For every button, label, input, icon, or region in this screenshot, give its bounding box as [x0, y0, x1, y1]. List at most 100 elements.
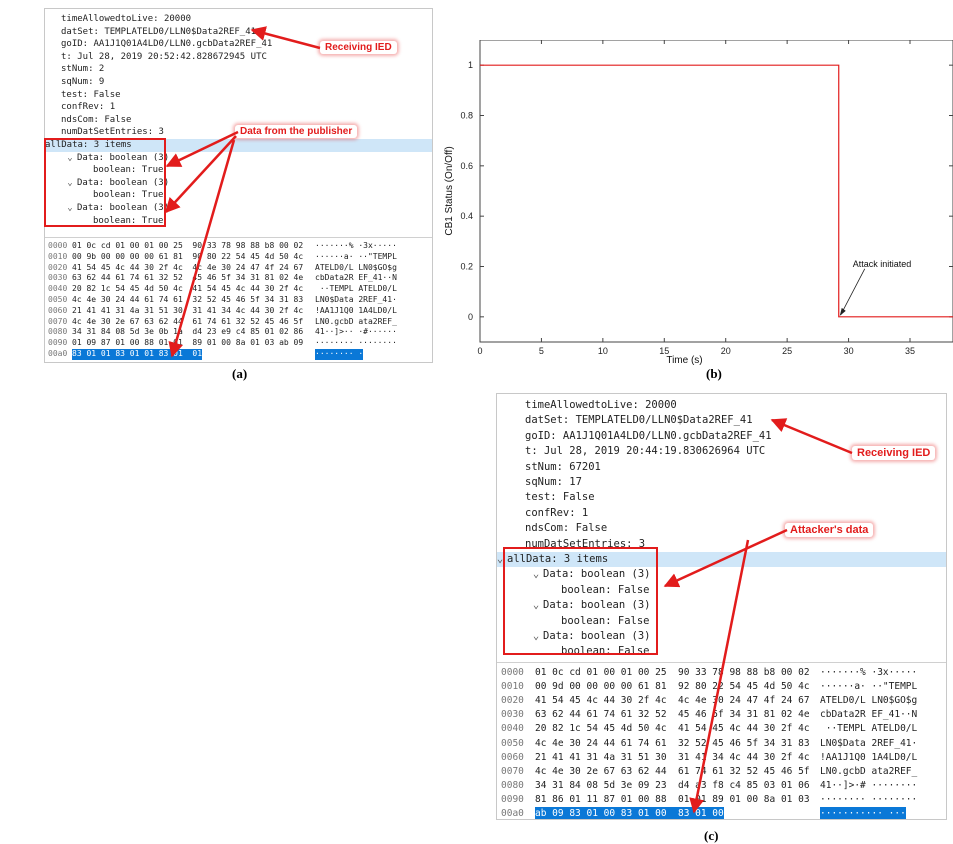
hex-row[interactable]: 0020 41 54 45 4c 44 30 2f 4c 4c 4e 30 24 …	[45, 263, 432, 274]
hex-ascii[interactable]: ········ ·	[315, 349, 364, 360]
hex-bytes[interactable]: 83 01 01 83 01 01 83 01 01	[72, 349, 203, 360]
tree-field[interactable]: stNum: 2	[45, 63, 432, 76]
hex-row[interactable]: 0050 4c 4e 30 24 44 61 74 61 32 52 45 46 …	[45, 295, 432, 306]
tree-node[interactable]: ⌄ Data: boolean (3)	[45, 202, 432, 215]
hex-bytes[interactable]: 34 31 84 08 5d 3e 09 23 d4 a3 f8 c4 85 0…	[535, 779, 810, 791]
tree-field[interactable]: boolean: True	[45, 164, 432, 177]
hex-row[interactable]: 0070 4c 4e 30 2e 67 63 62 44 61 74 61 32 …	[497, 765, 946, 779]
hex-ascii[interactable]: ······a· ··"TEMPL	[315, 251, 397, 261]
hex-row[interactable]: 00a0 ab 09 83 01 00 83 01 00 83 01 00 ····…	[497, 807, 946, 819]
hex-row[interactable]: 0060 21 41 41 31 4a 31 51 30 31 41 34 4c …	[45, 306, 432, 317]
hex-bytes[interactable]: 21 41 41 31 4a 31 51 30 31 41 34 4c 44 3…	[72, 305, 304, 315]
hex-ascii[interactable]: ······a· ··"TEMPL	[820, 681, 918, 693]
hex-row[interactable]: 0000 01 0c cd 01 00 01 00 25 90 33 78 98 …	[45, 241, 432, 252]
tree-field[interactable]: ndsCom: False	[497, 521, 946, 536]
hex-bytes[interactable]: 20 82 1c 54 45 4d 50 4c 41 54 45 4c 44 3…	[535, 723, 810, 735]
hex-bytes[interactable]: 00 9b 00 00 00 00 61 81 90 80 22 54 45 4…	[72, 251, 304, 261]
hex-bytes[interactable]: 81 86 01 11 87 01 00 88 01 01 89 01 00 8…	[535, 793, 810, 805]
tree-node[interactable]: ⌄ Data: boolean (3)	[45, 152, 432, 165]
hex-row[interactable]: 00a0 83 01 01 83 01 01 83 01 01 ········ ·	[45, 349, 432, 360]
hex-ascii[interactable]: ·······% ·3x·····	[315, 241, 397, 250]
hex-ascii[interactable]: LN0.gcbD ata2REF_	[820, 765, 918, 777]
hex-bytes[interactable]: 4c 4e 30 24 44 61 74 61 32 52 45 46 5f 3…	[72, 295, 304, 304]
hex-row[interactable]: 0080 34 31 84 08 5d 3e 0b 1a d4 23 e9 c4 …	[45, 327, 432, 338]
tree-field[interactable]: goID: AA1J1Q01A4LD0/LLN0.gcbData2REF_41	[497, 429, 946, 444]
chevron-down-icon[interactable]: ⌄	[532, 599, 540, 612]
tree-field[interactable]: confRev: 1	[45, 101, 432, 114]
tree-field[interactable]: sqNum: 17	[497, 475, 946, 490]
hex-bytes[interactable]: 01 09 87 01 00 88 01 01 89 01 00 8a 01 0…	[72, 338, 304, 348]
tree-field[interactable]: t: Jul 28, 2019 20:52:42.828672945 UTC	[45, 51, 432, 64]
hex-ascii[interactable]: ··TEMPL ATELD0/L	[315, 284, 397, 294]
hex-row[interactable]: 0070 4c 4e 30 2e 67 63 62 44 61 74 61 32 …	[45, 317, 432, 328]
hex-ascii[interactable]: ··TEMPL ATELD0/L	[820, 723, 918, 735]
chevron-down-icon[interactable]: ⌄	[532, 568, 540, 581]
tree-field[interactable]: sqNum: 9	[45, 76, 432, 89]
chevron-down-icon[interactable]: ⌄	[67, 152, 73, 163]
tree-field[interactable]: numDatSetEntries: 3	[497, 537, 946, 552]
hex-ascii[interactable]: ·······% ·3x·····	[820, 667, 918, 678]
hex-ascii[interactable]: ··········· ···	[820, 807, 906, 819]
chevron-down-icon[interactable]: ⌄	[496, 553, 504, 565]
hex-ascii[interactable]: ATELD0/L LN0$GO$g	[820, 695, 918, 707]
tree-field[interactable]: boolean: True	[45, 189, 432, 202]
hex-row[interactable]: 0020 41 54 45 4c 44 30 2f 4c 4c 4e 30 24 …	[497, 694, 946, 708]
hex-bytes[interactable]: 63 62 44 61 74 61 32 52 45 46 5f 34 31 8…	[72, 273, 304, 283]
hex-row[interactable]: 0080 34 31 84 08 5d 3e 09 23 d4 a3 f8 c4 …	[497, 779, 946, 793]
hex-row[interactable]: 0090 81 86 01 11 87 01 00 88 01 01 89 01 …	[497, 793, 946, 807]
hex-ascii[interactable]: 41··]>·# ········	[820, 779, 918, 791]
tree-field[interactable]: test: False	[497, 490, 946, 505]
hex-row[interactable]: 0000 01 0c cd 01 00 01 00 25 90 33 78 98 …	[497, 666, 946, 680]
chevron-down-icon[interactable]: ⌄	[67, 177, 73, 188]
hex-ascii[interactable]: ATELD0/L LN0$GO$g	[315, 262, 397, 272]
chevron-down-icon[interactable]: ⌄	[532, 630, 540, 642]
hex-ascii[interactable]: cbData2R EF_41··N	[315, 273, 397, 283]
tree-field[interactable]: boolean: True	[45, 215, 432, 228]
tree-field[interactable]: timeAllowedtoLive: 20000	[45, 13, 432, 26]
tree-node[interactable]: ⌄ Data: boolean (3)	[497, 567, 946, 582]
hex-row[interactable]: 0010 00 9d 00 00 00 00 61 81 92 80 22 54 …	[497, 680, 946, 694]
hex-ascii[interactable]: LN0.gcbD ata2REF_	[315, 316, 397, 326]
tree-node[interactable]: ⌄ Data: boolean (3)	[497, 598, 946, 613]
tree-field[interactable]: boolean: False	[497, 583, 946, 598]
tree-field[interactable]: stNum: 67201	[497, 460, 946, 475]
hex-ascii[interactable]: ········ ········	[315, 338, 397, 348]
hex-bytes[interactable]: ab 09 83 01 00 83 01 00 83 01 00	[535, 807, 724, 819]
chevron-down-icon[interactable]: ⌄	[67, 203, 73, 213]
tree-field[interactable]: ndsCom: False	[45, 114, 432, 127]
tree-field[interactable]: datSet: TEMPLATELD0/LLN0$Data2REF_41	[45, 26, 432, 39]
hex-bytes[interactable]: 41 54 45 4c 44 30 2f 4c 4c 4e 30 24 47 4…	[535, 695, 810, 707]
hex-ascii[interactable]: !AA1J1Q0 1A4LD0/L	[315, 305, 397, 315]
hex-ascii[interactable]: LN0$Data 2REF_41·	[820, 737, 918, 749]
hex-ascii[interactable]: !AA1J1Q0 1A4LD0/L	[820, 751, 918, 763]
tree-field[interactable]: test: False	[45, 89, 432, 102]
hex-bytes[interactable]: 00 9d 00 00 00 00 61 81 92 80 22 54 45 4…	[535, 681, 810, 693]
hex-bytes[interactable]: 01 0c cd 01 00 01 00 25 90 33 78 98 88 b…	[72, 241, 304, 250]
hex-bytes[interactable]: 34 31 84 08 5d 3e 0b 1a d4 23 e9 c4 85 0…	[72, 327, 304, 337]
tree-node[interactable]: ⌄ Data: boolean (3)	[497, 629, 946, 644]
hex-row[interactable]: 0040 20 82 1c 54 45 4d 50 4c 41 54 45 4c …	[45, 284, 432, 295]
tree-field[interactable]: t: Jul 28, 2019 20:44:19.830626964 UTC	[497, 444, 946, 459]
hex-ascii[interactable]: ········ ········	[820, 793, 918, 805]
tree-field[interactable]: numDatSetEntries: 3	[45, 126, 432, 139]
hex-bytes[interactable]: 01 0c cd 01 00 01 00 25 90 33 78 98 88 b…	[535, 667, 810, 678]
tree-field[interactable]: confRev: 1	[497, 506, 946, 521]
hex-ascii[interactable]: cbData2R EF_41··N	[820, 709, 918, 721]
hex-row[interactable]: 0030 63 62 44 61 74 61 32 52 45 46 5f 34 …	[45, 273, 432, 284]
hex-bytes[interactable]: 21 41 41 31 4a 31 51 30 31 41 34 4c 44 3…	[535, 751, 810, 763]
tree-node[interactable]: ⌄ Data: boolean (3)	[45, 177, 432, 190]
hex-bytes[interactable]: 4c 4e 30 2e 67 63 62 44 61 74 61 32 52 4…	[535, 765, 810, 777]
hex-bytes[interactable]: 4c 4e 30 24 44 61 74 61 32 52 45 46 5f 3…	[535, 737, 810, 749]
hex-row[interactable]: 0090 01 09 87 01 00 88 01 01 89 01 00 8a …	[45, 338, 432, 349]
hex-ascii[interactable]: 41··]>·· ·#······	[315, 327, 397, 337]
tree-field[interactable]: datSet: TEMPLATELD0/LLN0$Data2REF_41	[497, 413, 946, 428]
tree-field[interactable]: boolean: False	[497, 614, 946, 629]
hex-row[interactable]: 0030 63 62 44 61 74 61 32 52 45 46 5f 34 …	[497, 708, 946, 722]
hex-row[interactable]: 0050 4c 4e 30 24 44 61 74 61 32 52 45 46 …	[497, 737, 946, 751]
hex-row[interactable]: 0010 00 9b 00 00 00 00 61 81 90 80 22 54 …	[45, 252, 432, 263]
hex-row[interactable]: 0040 20 82 1c 54 45 4d 50 4c 41 54 45 4c …	[497, 722, 946, 736]
hex-bytes[interactable]: 20 82 1c 54 45 4d 50 4c 41 54 45 4c 44 3…	[72, 284, 304, 294]
tree-field[interactable]: goID: AA1J1Q01A4LD0/LLN0.gcbData2REF_41	[45, 38, 432, 51]
hex-bytes[interactable]: 4c 4e 30 2e 67 63 62 44 61 74 61 32 52 4…	[72, 316, 304, 326]
tree-field[interactable]: timeAllowedtoLive: 20000	[497, 398, 946, 413]
